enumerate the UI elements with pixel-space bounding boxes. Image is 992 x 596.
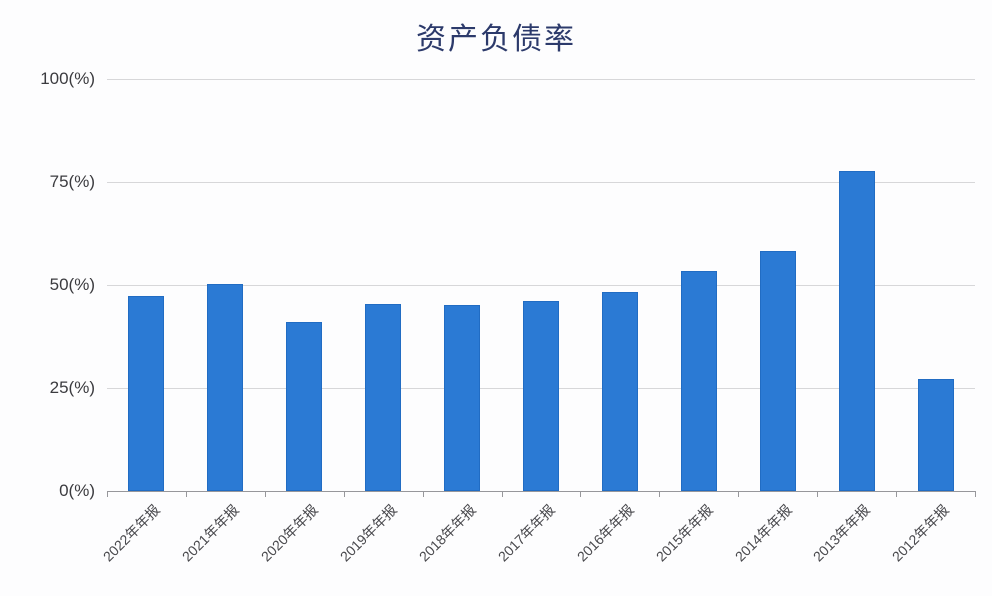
x-axis-tick-mark bbox=[264, 491, 266, 497]
x-axis-tick-mark bbox=[185, 491, 187, 497]
chart-title: 资产负债率 bbox=[416, 23, 576, 56]
bar-2014年年报[interactable] bbox=[759, 250, 796, 491]
bar-2019年年报[interactable] bbox=[365, 303, 402, 491]
x-axis-tick-mark bbox=[738, 491, 740, 497]
x-axis-tick-label: 2016年年报 bbox=[573, 501, 637, 565]
x-axis-tick-label: 2019年年报 bbox=[336, 501, 400, 565]
bar-2022年年报[interactable] bbox=[128, 295, 165, 491]
bar-2015年年报[interactable] bbox=[680, 271, 717, 491]
x-axis-tick-label: 2013年年报 bbox=[810, 501, 874, 565]
x-axis-tick-mark bbox=[343, 491, 345, 497]
x-axis-tick-label: 2017年年报 bbox=[494, 501, 558, 565]
y-axis-tick-label: 50(%) bbox=[49, 275, 95, 294]
gridline bbox=[107, 285, 975, 286]
x-axis-tick-label: 2021年年报 bbox=[179, 501, 243, 565]
x-axis-tick-label: 2012年年报 bbox=[889, 501, 953, 565]
y-axis-tick-label: 100(%) bbox=[40, 69, 95, 88]
bar-2017年年报[interactable] bbox=[523, 301, 559, 491]
bar-2016年年报[interactable] bbox=[601, 292, 638, 491]
x-axis-tick-label: 2014年年报 bbox=[731, 501, 795, 565]
gridline bbox=[107, 79, 975, 80]
x-axis-tick-mark bbox=[659, 491, 661, 497]
x-axis-tick-mark bbox=[896, 491, 898, 497]
y-axis-tick-label: 75(%) bbox=[49, 172, 95, 191]
y-axis-tick-label: 0(%) bbox=[59, 481, 95, 500]
bar-2012年年报[interactable] bbox=[917, 378, 954, 491]
x-axis-tick-mark bbox=[501, 491, 503, 497]
x-axis-tick-label: 2018年年报 bbox=[415, 501, 479, 565]
y-axis-tick-label: 25(%) bbox=[49, 378, 95, 397]
x-axis-tick-mark bbox=[422, 491, 424, 497]
gridline bbox=[107, 182, 975, 183]
x-axis-tick-label: 2020年年报 bbox=[257, 501, 322, 565]
x-axis-tick-mark bbox=[817, 491, 819, 497]
bar-2013年年报[interactable] bbox=[838, 170, 875, 491]
plot-area: 2022年年报 2021年年报 2020年年报 2019年年报 2018年年报 2017年… bbox=[100, 79, 976, 564]
bar-2020年年报[interactable] bbox=[286, 322, 323, 491]
x-axis-tick-label: 2022年年报 bbox=[100, 501, 164, 565]
x-axis-line bbox=[107, 491, 975, 492]
x-axis-tick-mark bbox=[107, 491, 108, 497]
x-axis-tick-mark bbox=[580, 491, 582, 497]
bar-2021年年报[interactable] bbox=[207, 284, 244, 491]
x-axis-tick-mark bbox=[975, 491, 976, 497]
bar-2018年年报[interactable] bbox=[444, 305, 481, 491]
x-axis-tick-label: 2015年年报 bbox=[652, 501, 716, 565]
